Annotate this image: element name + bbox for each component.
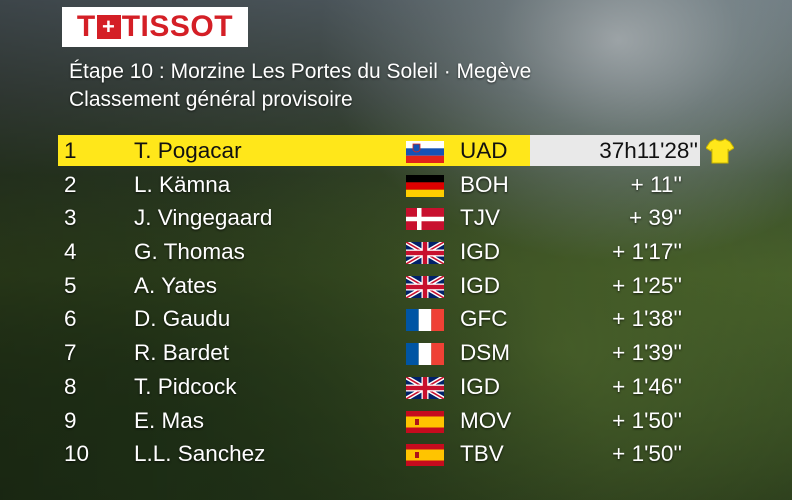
standings-row-7: 7 R. Bardet DSM + 1'39'' [58,336,738,370]
time-gap: + 11'' [630,171,682,197]
time-gap: + 1'46'' [612,373,682,399]
rank-label: 4 [64,239,77,265]
team-code: TJV [460,205,501,231]
standings-row-1: 1 T. Pogacar UAD 37h11'28'' [58,134,738,168]
time-gap: + 1'38'' [612,306,682,332]
france-flag-icon [406,343,444,366]
time-gap: + 1'50'' [612,441,682,467]
team-code: TBV [460,441,504,467]
team-code: MOV [460,407,512,433]
classification-title: Classement général provisoire [69,88,353,111]
rank-label: 2 [64,171,77,197]
rider-name: E. Mas [134,407,205,433]
time-gap: + 1'50'' [612,407,682,433]
logo-wordmark: TISSOT [121,10,234,43]
team-code: DSM [460,340,510,366]
rank-label: 7 [64,340,77,366]
standings-row-2: 2 L. Kämna BOH + 11'' [58,168,738,202]
denmark-flag-icon [406,208,444,231]
swiss-cross-icon: + [96,15,121,39]
rank-label: 1 [64,138,77,163]
rider-name: T. Pidcock [134,373,237,399]
france-flag-icon [406,309,444,332]
stage-title: Étape 10 : Morzine Les Portes du Soleil … [69,60,532,83]
spain-flag-icon [406,444,444,467]
time-gap: + 1'39'' [612,340,682,366]
rider-name: R. Bardet [134,340,230,366]
rank-label: 9 [64,407,77,433]
standings-row-5: 5 A. Yates IGD + 1'25'' [58,269,738,303]
rider-name: A. Yates [134,272,217,298]
slovenia-flag-icon [406,141,444,163]
time-gap: + 39'' [628,205,682,231]
standings-row-8: 8 T. Pidcock IGD + 1'46'' [58,370,738,404]
rank-label: 6 [64,306,77,332]
uk-flag-icon [404,240,446,267]
uk-flag-icon [404,273,446,300]
team-code: IGD [460,272,501,298]
team-code: IGD [460,373,501,399]
yellow-jersey-icon [705,138,735,164]
team-code: GFC [460,306,508,332]
standings-row-3: 3 J. Vingegaard TJV + 39'' [58,201,738,235]
standings-row-6: 6 D. Gaudu GFC + 1'38'' [58,302,738,336]
team-code: BOH [460,171,509,197]
rider-name: J. Vingegaard [134,205,273,231]
leader-highlight-bar [58,135,530,166]
rank-label: 3 [64,205,77,231]
rider-name: D. Gaudu [134,306,231,332]
standings-table: 1 T. Pogacar UAD 37h11'28'' 2 L. Kämna B… [58,134,738,471]
leader-time-box [530,135,700,166]
time-gap: + 1'25'' [612,272,682,298]
tissot-logo: T + TISSOT [62,7,248,47]
rank-label: 10 [64,441,90,467]
logo-letter: T [76,10,96,43]
rank-label: 5 [64,272,77,298]
rider-name: G. Thomas [134,239,245,265]
germany-flag-icon [406,174,444,197]
team-code: UAD [460,138,508,163]
rider-name: L.L. Sanchez [134,441,266,467]
rider-name: T. Pogacar [134,138,242,163]
spain-flag-icon [406,410,444,433]
standings-row-9: 9 E. Mas MOV + 1'50'' [58,404,738,438]
team-code: IGD [460,239,501,265]
standings-row-10: 10 L.L. Sanchez TBV + 1'50'' [58,437,738,471]
standings-row-4: 4 G. Thomas IGD + 1'17'' [58,235,738,269]
rider-name: L. Kämna [134,171,231,197]
time-gap: + 1'17'' [612,239,682,265]
uk-flag-icon [404,374,446,401]
time-gap: 37h11'28'' [599,138,698,163]
stage-header: Étape 10 : Morzine Les Portes du Soleil … [69,58,531,114]
rank-label: 8 [64,373,77,399]
